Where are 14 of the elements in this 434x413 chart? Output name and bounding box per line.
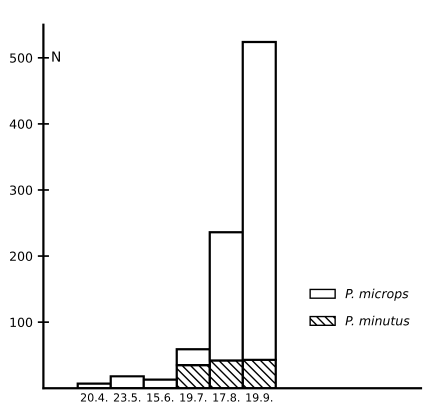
x-tick-label: 19.7.	[180, 393, 206, 402]
x-tick-label: 23.5.	[114, 393, 140, 402]
y-tick-label: 100	[10, 318, 32, 328]
y-tick-label: 300	[10, 185, 32, 195]
legend-label: P. minutus	[345, 316, 410, 326]
y-tick-label: 200	[10, 252, 32, 261]
x-tick-label: 17.8.	[213, 393, 240, 402]
y-tick-label: 400	[10, 119, 32, 129]
legend-label: P. microps	[345, 288, 408, 301]
x-tick-label: 19.9.	[246, 393, 272, 402]
y-axis-title: N	[52, 52, 60, 62]
x-tick-label: 20.4.	[80, 393, 108, 402]
y-tick-label: 500	[10, 53, 32, 63]
x-tick-label: 15.6.	[147, 393, 174, 402]
